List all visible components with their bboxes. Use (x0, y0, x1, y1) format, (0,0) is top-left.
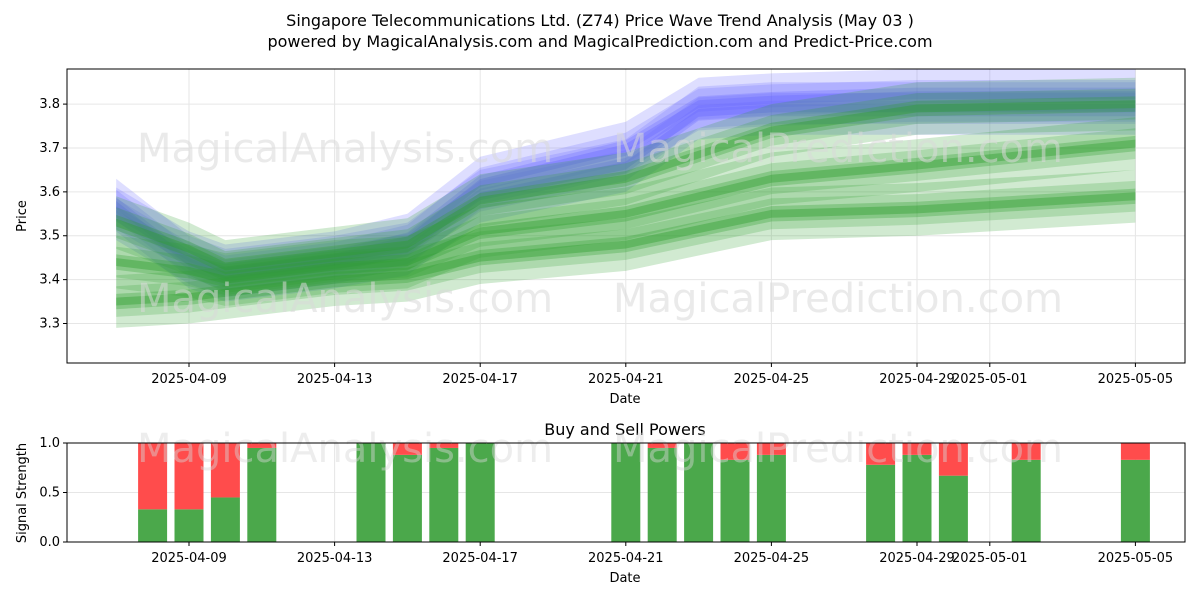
sell-bar (720, 443, 750, 460)
buy-bar (1011, 459, 1041, 542)
sell-bar (866, 443, 896, 465)
watermark-right-2: MagicalPrediction.com (613, 276, 1063, 322)
buy-bar (647, 447, 677, 542)
signal-x-tick-label: 2025-04-21 (588, 551, 664, 566)
sell-bar (1120, 443, 1150, 460)
signal-x-tick-label: 2025-04-13 (297, 551, 373, 566)
signal-watermarks: MagicalAnalysis.com MagicalPrediction.co… (137, 426, 1063, 472)
price-band-series-4-layer-0 (116, 169, 1136, 328)
price-band-series-3-layer-0 (116, 117, 1136, 306)
price-y-tick-label: 3.5 (39, 229, 60, 244)
price-y-tick-label: 3.6 (39, 185, 60, 200)
buy-bar (1120, 459, 1150, 542)
price-x-tick-label: 2025-04-17 (442, 372, 518, 387)
signal-bars (138, 443, 1150, 542)
price-band-series-0-layer-0 (116, 82, 1136, 302)
signal-x-tick-label: 2025-04-17 (442, 551, 518, 566)
price-y-tick-label: 3.4 (39, 273, 60, 288)
buy-bar (356, 443, 386, 542)
buy-bar (247, 447, 277, 542)
sell-bar (647, 443, 677, 448)
buy-bar (611, 443, 641, 542)
buy-bar (866, 464, 896, 542)
price-band-series-4-layer-2 (116, 188, 1136, 310)
sell-bar (756, 443, 786, 455)
watermark-right: MagicalPrediction.com (613, 126, 1063, 172)
chart-title: Singapore Telecommunications Ltd. (Z74) … (286, 11, 914, 30)
price-x-tick-label: 2025-04-09 (151, 372, 227, 387)
buy-bar (174, 509, 204, 542)
signal-y-ticks: 0.0 0.5 1.0 (39, 436, 67, 550)
price-band-series-3-layer-2 (116, 135, 1136, 288)
signal-title: Buy and Sell Powers (544, 420, 706, 439)
buy-bar (392, 454, 422, 542)
price-band-series-2-layer-1 (116, 88, 1136, 282)
buy-bar (938, 475, 968, 542)
sell-bar (1011, 443, 1041, 460)
price-band-series-2-layer-0 (116, 77, 1136, 293)
price-band-series-1-layer-1 (116, 80, 1136, 287)
buy-bar (429, 447, 459, 542)
signal-x-label: Date (609, 571, 640, 586)
signal-y-label: Signal Strength (15, 443, 30, 543)
signal-x-tick-label: 2025-04-29 (879, 551, 955, 566)
buy-bar (720, 459, 750, 542)
price-gridlines (67, 69, 1185, 363)
signal-x-ticks: 2025-04-09 2025-04-13 2025-04-17 2025-04-21… (151, 542, 1173, 566)
buy-bar (902, 454, 932, 542)
price-x-ticks: 2025-04-09 2025-04-13 2025-04-17 2025-04-21… (151, 363, 1173, 387)
watermark-left: MagicalAnalysis.com (137, 126, 553, 172)
buy-bar (465, 443, 495, 542)
price-band-series-1-layer-0 (116, 69, 1136, 298)
price-y-tick-label: 3.3 (39, 317, 60, 332)
buy-bar (756, 454, 786, 542)
signal-y-tick-label: 1.0 (39, 436, 60, 451)
signal-x-tick-label: 2025-05-01 (952, 551, 1028, 566)
buy-bar (210, 497, 240, 542)
price-y-tick-label: 3.7 (39, 141, 60, 156)
watermark-left-2: MagicalAnalysis.com (137, 276, 553, 322)
price-x-tick-label: 2025-04-13 (297, 372, 373, 387)
price-band-series-2-layer-2 (116, 96, 1136, 275)
price-y-ticks: 3.3 3.4 3.5 3.6 3.7 3.8 (39, 97, 67, 332)
price-band-series-4-layer-3 (116, 192, 1136, 306)
chart-subtitle: powered by MagicalAnalysis.com and Magic… (267, 32, 932, 51)
sell-bar (247, 443, 277, 448)
price-bands (116, 69, 1136, 328)
sell-bar (429, 443, 459, 448)
sell-bar (938, 443, 968, 476)
price-band-series-4-layer-1 (116, 180, 1136, 317)
price-x-tick-label: 2025-04-29 (879, 372, 955, 387)
price-band-series-3-layer-1 (116, 128, 1136, 295)
price-x-tick-label: 2025-04-21 (588, 372, 664, 387)
sell-bar (392, 443, 422, 455)
price-watermarks: MagicalAnalysis.com MagicalPrediction.co… (137, 126, 1063, 322)
price-y-label: Price (15, 200, 30, 232)
signal-y-tick-label: 0.0 (39, 535, 60, 550)
watermark-left-3: MagicalAnalysis.com (137, 426, 553, 472)
signal-x-tick-label: 2025-04-25 (734, 551, 810, 566)
sell-bar (138, 443, 168, 510)
price-band-series-0-layer-1 (116, 93, 1136, 291)
price-y-tick-label: 3.8 (39, 97, 60, 112)
signal-x-tick-label: 2025-04-09 (151, 551, 227, 566)
sell-bar (902, 443, 932, 455)
price-band-series-3-layer-3 (116, 139, 1136, 284)
watermark-right-3: MagicalPrediction.com (613, 426, 1063, 472)
signal-y-tick-label: 0.5 (39, 486, 60, 501)
price-x-tick-label: 2025-05-01 (952, 372, 1028, 387)
signal-x-tick-label: 2025-05-05 (1098, 551, 1174, 566)
price-x-tick-label: 2025-05-05 (1098, 372, 1174, 387)
buy-bar (684, 443, 714, 542)
price-x-tick-label: 2025-04-25 (734, 372, 810, 387)
sell-bar (210, 443, 240, 498)
sell-bar (174, 443, 204, 510)
buy-bar (138, 509, 168, 542)
price-x-label: Date (609, 392, 640, 407)
